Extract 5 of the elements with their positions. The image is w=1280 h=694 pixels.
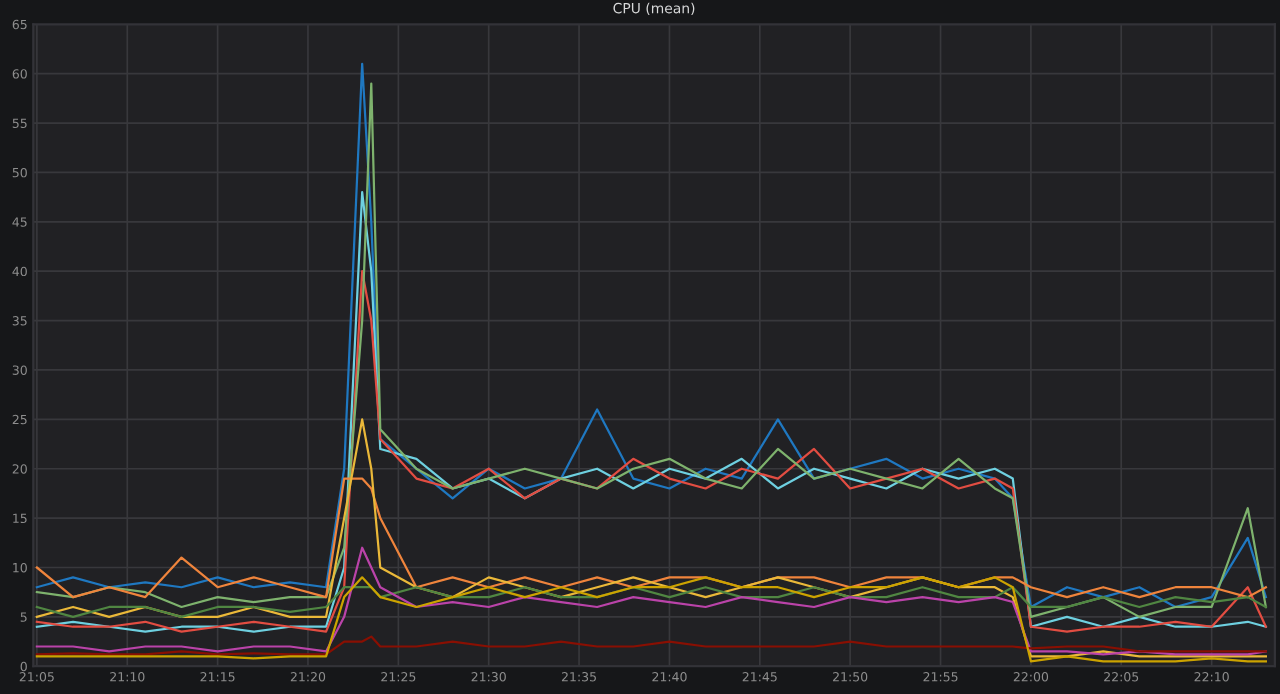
line-series [35, 270, 1267, 633]
line-series [35, 477, 1267, 599]
line-series [35, 586, 1267, 618]
line-series [35, 635, 1267, 656]
line-series [35, 576, 1267, 663]
